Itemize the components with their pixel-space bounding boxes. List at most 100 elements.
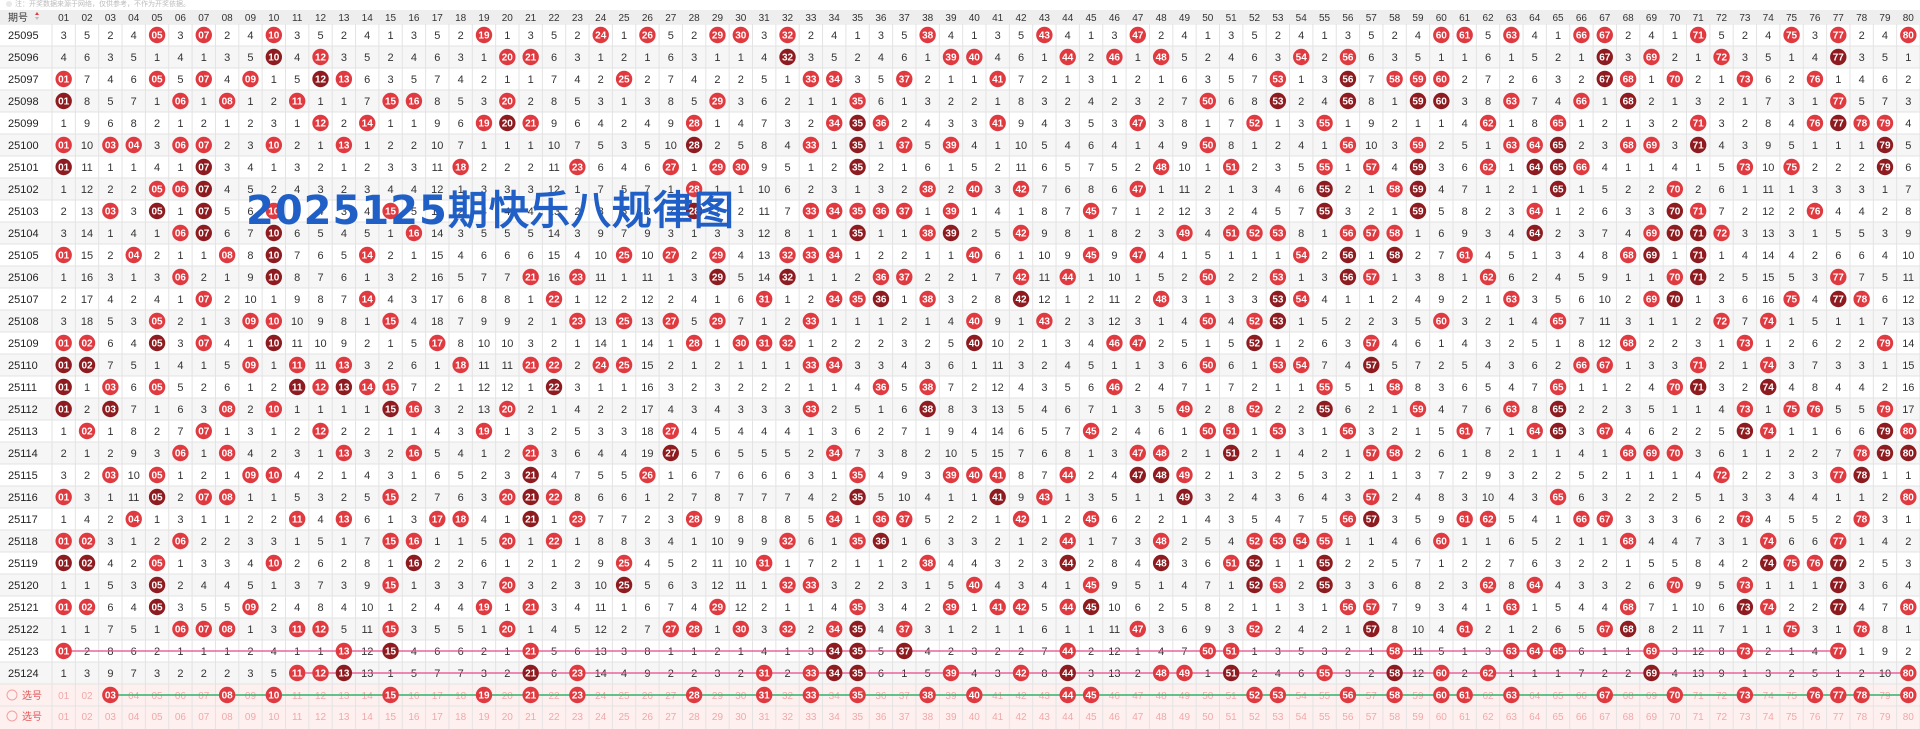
header-number: 60 [1436, 13, 1448, 24]
miss-count: 5 [1065, 382, 1071, 394]
miss-count: 3 [691, 52, 697, 64]
miss-count: 6 [1695, 514, 1701, 526]
miss-count: 10 [244, 294, 256, 306]
miss-count: 1 [1625, 272, 1631, 284]
miss-count: 2 [1392, 294, 1398, 306]
miss-count: 3 [224, 316, 230, 328]
miss-count: 4 [1508, 228, 1514, 240]
number-ball-label: 23 [572, 317, 584, 328]
miss-count: 4 [668, 404, 674, 416]
number-ball-label: 05 [152, 493, 164, 504]
miss-count: 5 [1578, 624, 1584, 636]
miss-count: 4 [84, 514, 90, 526]
miss-count: 2 [1672, 624, 1678, 636]
issue-label: 25113 [8, 426, 38, 438]
miss-count: 1 [131, 272, 137, 284]
miss-count: 3 [551, 602, 557, 614]
miss-count: 2 [1672, 338, 1678, 350]
miss-count: 1 [388, 426, 394, 438]
miss-count: 5 [738, 140, 744, 152]
miss-count: 2 [598, 74, 604, 86]
miss-count: 6 [341, 272, 347, 284]
bottom-number: 79 [1879, 712, 1891, 723]
miss-count: 1 [1625, 470, 1631, 482]
miss-count: 3 [1228, 624, 1234, 636]
miss-count: 2 [1181, 272, 1187, 284]
number-ball-label: 01 [58, 75, 70, 86]
miss-count: 2 [1392, 426, 1398, 438]
bottom-number: 46 [1109, 712, 1121, 723]
miss-count: 5 [201, 602, 207, 614]
miss-count: 10 [595, 250, 607, 262]
miss-count: 10 [1038, 250, 1050, 262]
miss-count: 4 [1789, 382, 1795, 394]
miss-count: 1 [971, 272, 977, 284]
number-ball-label: 40 [969, 471, 981, 482]
header-number: 43 [1039, 13, 1051, 24]
miss-count: 3 [434, 580, 440, 592]
number-ball-label: 22 [548, 537, 560, 548]
number-ball-label: 05 [152, 317, 164, 328]
bottom-number: 14 [362, 712, 374, 723]
miss-count: 2 [1438, 580, 1444, 592]
pick-number: 13 [338, 691, 350, 702]
miss-count: 7 [691, 492, 697, 504]
miss-count: 5 [1718, 30, 1724, 42]
miss-count: 6 [364, 514, 370, 526]
miss-count: 1 [1158, 316, 1164, 328]
miss-count: 3 [1041, 558, 1047, 570]
miss-count: 2 [878, 338, 884, 350]
number-ball-label: 63 [1506, 31, 1518, 42]
number-ball-label: 34 [829, 625, 841, 636]
miss-count: 2 [1485, 558, 1491, 570]
number-ball-label: 33 [805, 405, 817, 416]
miss-count: 12 [431, 184, 443, 196]
miss-count: 1 [925, 580, 931, 592]
issue-label: 25102 [8, 184, 39, 196]
number-ball-label: 23 [572, 515, 584, 526]
miss-count: 11 [548, 162, 559, 174]
number-ball [452, 158, 469, 176]
miss-count: 5 [1205, 250, 1211, 262]
miss-count: 3 [84, 668, 90, 680]
miss-count: 14 [81, 228, 93, 240]
number-ball-label: 56 [1342, 75, 1354, 86]
miss-count: 1 [504, 140, 510, 152]
header-number: 61 [1459, 13, 1471, 24]
miss-count: 1 [1602, 536, 1608, 548]
miss-count: 3 [691, 404, 697, 416]
bottom-number: 52 [1249, 712, 1261, 723]
miss-count: 12 [992, 382, 1004, 394]
number-ball-label: 68 [1623, 625, 1635, 636]
miss-count: 8 [644, 206, 650, 218]
pick-number: 66 [1576, 691, 1588, 702]
miss-count: 6 [714, 448, 720, 460]
miss-count: 3 [691, 580, 697, 592]
miss-count: 1 [925, 52, 931, 64]
miss-count: 2 [411, 492, 417, 504]
miss-count: 9 [1181, 140, 1187, 152]
number-ball [1386, 180, 1403, 198]
miss-count: 12 [478, 382, 490, 394]
number-ball-label: 19 [478, 31, 490, 42]
number-ball [1152, 48, 1170, 66]
miss-count: 1 [1578, 536, 1584, 548]
number-ball-label: 35 [852, 141, 864, 152]
number-ball-label: 73 [1739, 163, 1751, 174]
miss-count: 3 [1275, 52, 1281, 64]
miss-count: 6 [761, 470, 767, 482]
miss-count: 1 [1041, 338, 1047, 350]
miss-count: 1 [1648, 470, 1654, 482]
number-ball-label: 35 [852, 625, 864, 636]
miss-count: 4 [714, 404, 720, 416]
miss-count: 1 [1648, 316, 1654, 328]
miss-count: 9 [84, 118, 90, 130]
bottom-number: 66 [1576, 712, 1588, 723]
number-ball-label: 06 [175, 449, 187, 460]
miss-count: 5 [434, 448, 440, 460]
number-ball-label: 07 [198, 207, 210, 218]
number-ball-label: 60 [1436, 317, 1448, 328]
bottom-number: 18 [455, 712, 467, 723]
number-ball-label: 09 [245, 603, 257, 614]
miss-count: 4 [551, 624, 557, 636]
